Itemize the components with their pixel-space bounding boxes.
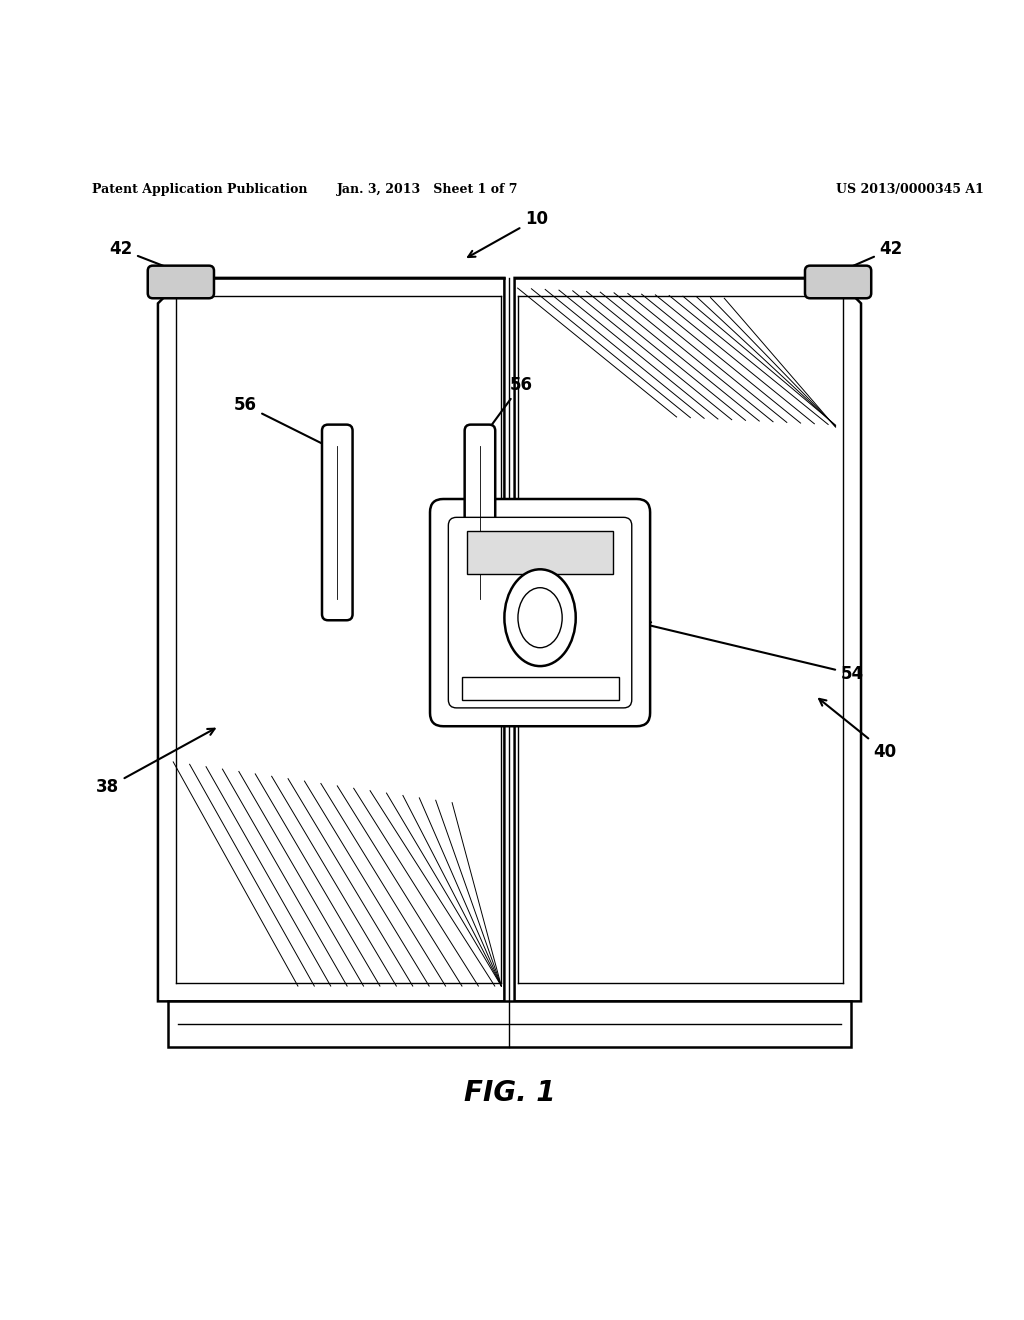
FancyBboxPatch shape — [322, 425, 352, 620]
Bar — [168, 1002, 851, 1047]
Text: 56: 56 — [483, 376, 532, 437]
Text: US 2013/0000345 A1: US 2013/0000345 A1 — [836, 182, 983, 195]
Polygon shape — [515, 279, 861, 1002]
Text: Jan. 3, 2013   Sheet 1 of 7: Jan. 3, 2013 Sheet 1 of 7 — [337, 182, 519, 195]
Text: 54: 54 — [644, 622, 864, 682]
FancyBboxPatch shape — [449, 517, 632, 708]
Text: FIG. 1: FIG. 1 — [464, 1078, 555, 1107]
Text: 10: 10 — [468, 210, 548, 257]
Ellipse shape — [505, 569, 575, 667]
Bar — [467, 531, 613, 574]
FancyBboxPatch shape — [430, 499, 650, 726]
Text: Patent Application Publication: Patent Application Publication — [92, 182, 307, 195]
Text: 42: 42 — [835, 240, 902, 273]
Polygon shape — [158, 279, 505, 1002]
FancyBboxPatch shape — [147, 265, 214, 298]
Text: 42: 42 — [110, 240, 184, 273]
FancyBboxPatch shape — [805, 265, 871, 298]
Ellipse shape — [518, 587, 562, 648]
Text: 40: 40 — [819, 698, 896, 760]
FancyBboxPatch shape — [465, 425, 496, 620]
Bar — [462, 677, 618, 700]
Text: 56: 56 — [233, 396, 333, 449]
Text: 38: 38 — [96, 729, 215, 796]
